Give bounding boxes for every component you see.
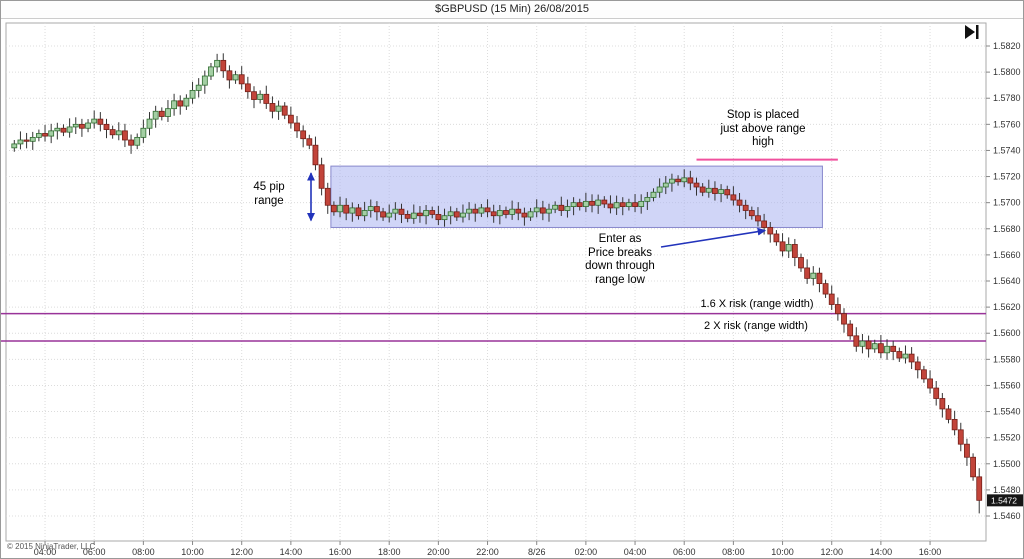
svg-text:04:00: 04:00 xyxy=(624,547,647,557)
svg-text:1.5480: 1.5480 xyxy=(993,485,1021,495)
svg-text:20:00: 20:00 xyxy=(427,547,450,557)
range-box xyxy=(330,165,823,228)
time-axis[interactable]: 04:00 06:00 08:00 10:00 12:00 14:00 16:00 18:00… xyxy=(34,541,942,557)
annotation-risk-1-6x: 1.6 X risk (range width) xyxy=(700,298,814,310)
svg-text:1.5472: 1.5472 xyxy=(991,495,1017,505)
svg-text:1.5520: 1.5520 xyxy=(993,433,1021,443)
annotation-range-width: 45 pip range xyxy=(253,181,285,207)
price-axis[interactable]: 1.5820 1.5800 1.5780 1.5760 1.5740 1.5720 1.57… xyxy=(986,41,1021,521)
annotation-risk-2x: 2 X risk (range width) xyxy=(704,320,808,332)
svg-text:16:00: 16:00 xyxy=(919,547,942,557)
svg-text:22:00: 22:00 xyxy=(476,547,499,557)
svg-text:1.5800: 1.5800 xyxy=(993,67,1021,77)
svg-text:1.5600: 1.5600 xyxy=(993,328,1021,338)
svg-text:1.5500: 1.5500 xyxy=(993,459,1021,469)
copyright: © 2015 NinjaTrader, LLC xyxy=(7,542,96,551)
annotation-stop-placement: Stop is placed just above range high xyxy=(720,109,806,148)
svg-text:1.5640: 1.5640 xyxy=(993,276,1021,286)
svg-text:18:00: 18:00 xyxy=(378,547,401,557)
svg-text:1.5700: 1.5700 xyxy=(993,198,1021,208)
annotation-entry: Enter as Price breaks down through range… xyxy=(585,233,655,286)
svg-text:8/26: 8/26 xyxy=(528,547,546,557)
svg-text:08:00: 08:00 xyxy=(722,547,745,557)
svg-text:1.5680: 1.5680 xyxy=(993,224,1021,234)
candles xyxy=(11,53,983,514)
svg-text:1.5580: 1.5580 xyxy=(993,354,1021,364)
svg-text:12:00: 12:00 xyxy=(820,547,843,557)
svg-text:1.5720: 1.5720 xyxy=(993,172,1021,182)
risk-lines xyxy=(1,312,986,342)
svg-text:10:00: 10:00 xyxy=(771,547,794,557)
svg-text:1.5760: 1.5760 xyxy=(993,119,1021,129)
svg-text:14:00: 14:00 xyxy=(870,547,893,557)
svg-text:1.5740: 1.5740 xyxy=(993,145,1021,155)
svg-text:16:00: 16:00 xyxy=(329,547,352,557)
svg-text:02:00: 02:00 xyxy=(575,547,598,557)
svg-text:06:00: 06:00 xyxy=(673,547,696,557)
svg-text:1.5460: 1.5460 xyxy=(993,511,1021,521)
svg-text:1.5660: 1.5660 xyxy=(993,250,1021,260)
svg-text:08:00: 08:00 xyxy=(132,547,155,557)
chart-title-bar: $GBPUSD (15 Min) 26/08/2015 xyxy=(1,1,1023,19)
svg-text:12:00: 12:00 xyxy=(230,547,253,557)
gridlines xyxy=(5,22,987,542)
annotation-arrows xyxy=(307,172,767,248)
svg-text:1.5540: 1.5540 xyxy=(993,407,1021,417)
chart-title: $GBPUSD (15 Min) 26/08/2015 xyxy=(434,3,590,15)
svg-text:1.5780: 1.5780 xyxy=(993,93,1021,103)
svg-text:10:00: 10:00 xyxy=(181,547,204,557)
svg-text:1.5620: 1.5620 xyxy=(993,302,1021,312)
svg-text:1.5820: 1.5820 xyxy=(993,41,1021,51)
svg-text:14:00: 14:00 xyxy=(280,547,303,557)
svg-text:06:00: 06:00 xyxy=(83,547,106,557)
svg-text:04:00: 04:00 xyxy=(34,547,57,557)
go-to-end-icon[interactable] xyxy=(963,24,981,40)
svg-text:1.5560: 1.5560 xyxy=(993,380,1021,390)
last-price-marker: 1.5472 xyxy=(987,494,1023,507)
